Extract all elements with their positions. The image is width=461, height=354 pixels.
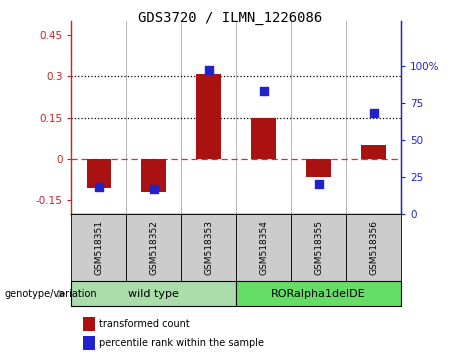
Bar: [346, 214, 401, 281]
Text: GSM518355: GSM518355: [314, 220, 323, 275]
Bar: [196, 74, 221, 159]
Text: GSM518356: GSM518356: [369, 220, 378, 275]
Text: GSM518354: GSM518354: [259, 220, 268, 275]
Point: [150, 186, 158, 192]
Text: GSM518352: GSM518352: [149, 220, 159, 275]
Bar: [71, 281, 236, 306]
Text: genotype/variation: genotype/variation: [5, 289, 97, 299]
Bar: [291, 214, 346, 281]
Point: [370, 110, 377, 116]
Text: GSM518351: GSM518351: [95, 220, 103, 275]
Bar: [236, 214, 291, 281]
Point: [315, 182, 322, 187]
Text: GDS3720 / ILMN_1226086: GDS3720 / ILMN_1226086: [138, 11, 323, 25]
Text: percentile rank within the sample: percentile rank within the sample: [99, 338, 264, 348]
Bar: [87, 159, 111, 188]
Bar: [71, 214, 126, 281]
Text: GSM518353: GSM518353: [204, 220, 213, 275]
Bar: [181, 214, 236, 281]
Text: wild type: wild type: [129, 289, 179, 299]
Point: [95, 185, 103, 190]
Bar: [306, 159, 331, 177]
Bar: [361, 145, 386, 159]
Bar: [126, 214, 181, 281]
Bar: [251, 118, 276, 159]
Text: transformed count: transformed count: [99, 319, 190, 329]
Text: RORalpha1delDE: RORalpha1delDE: [272, 289, 366, 299]
Point: [205, 67, 213, 73]
Bar: [236, 281, 401, 306]
Bar: [142, 159, 166, 192]
Point: [260, 88, 267, 94]
